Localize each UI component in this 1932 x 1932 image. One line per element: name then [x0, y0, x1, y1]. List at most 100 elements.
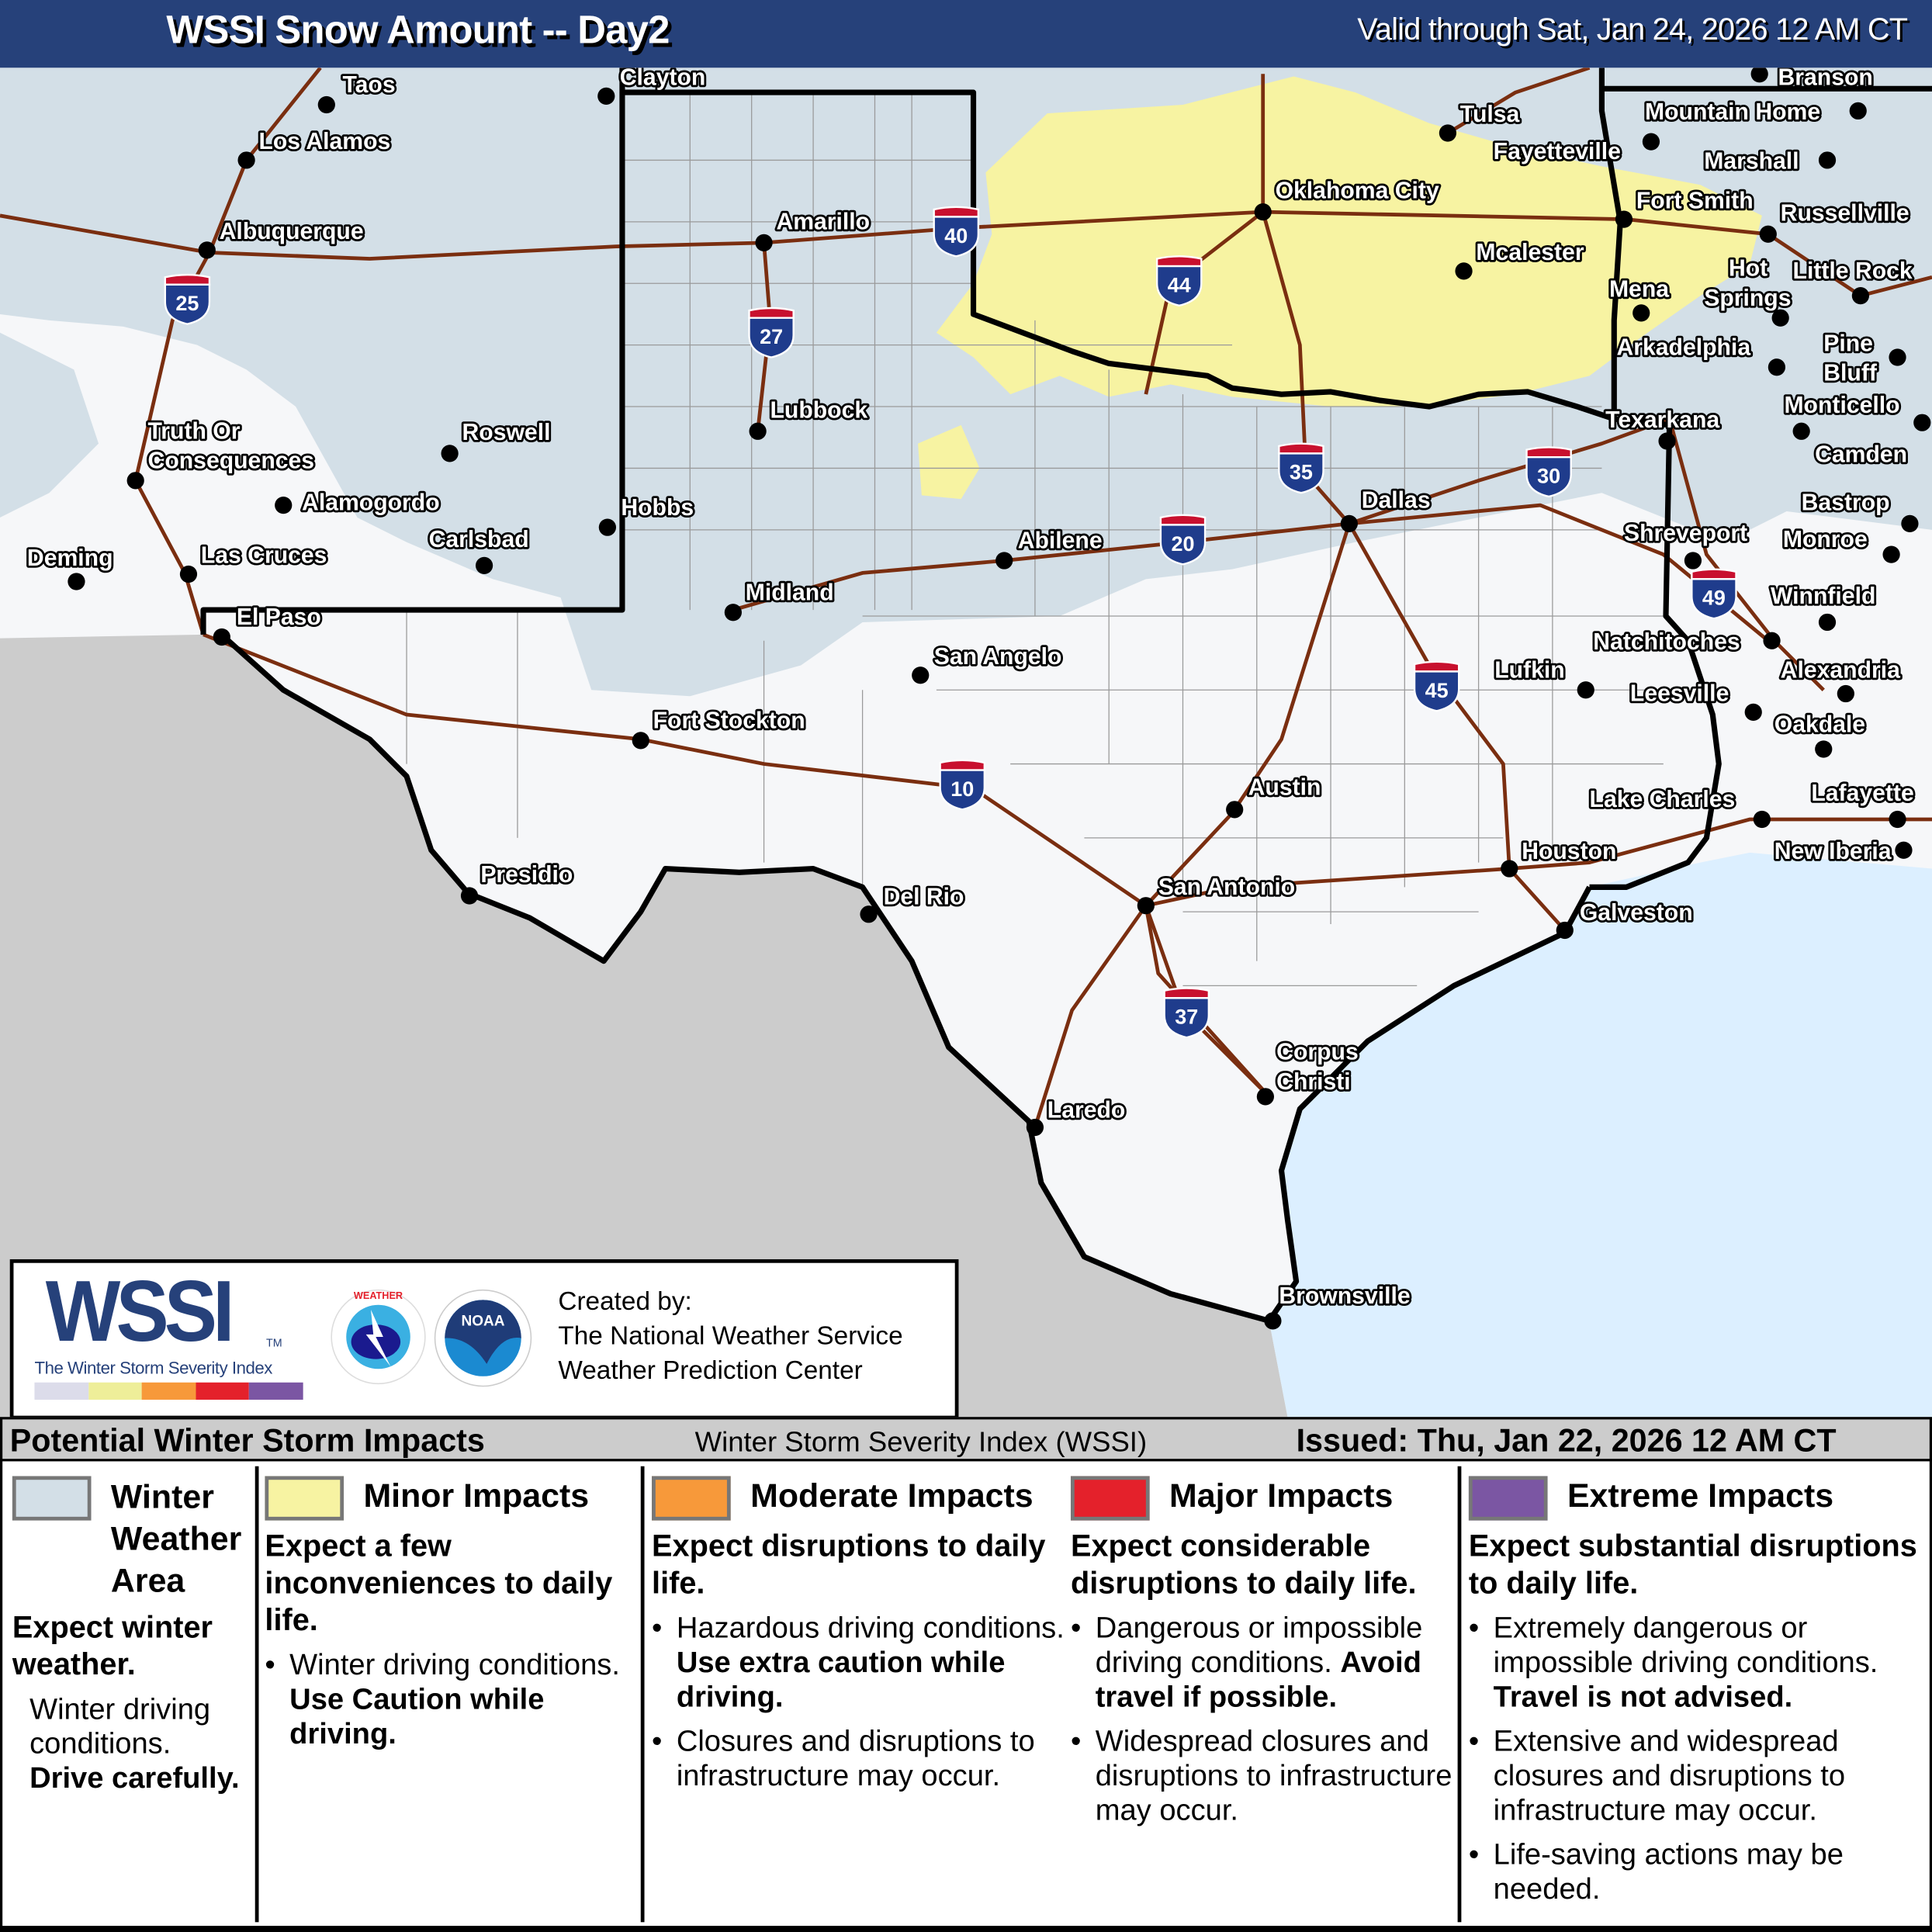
- city-natchitoches: Natchitoches: [1591, 627, 1781, 657]
- city-monticello: Monticello: [1782, 390, 1902, 440]
- severity-color-1: [88, 1382, 142, 1400]
- city-dot: [1256, 1088, 1275, 1106]
- city-dot: [1658, 432, 1676, 450]
- city-lake-charles: Lake Charles: [1587, 784, 1771, 829]
- city-dot: [126, 472, 144, 490]
- city-markers: Taos Clayton Los Alamos Albuquerque Amarillo…: [25, 68, 1931, 1330]
- interstate-35-shield-icon: 35: [1278, 442, 1324, 494]
- city-dot: [1792, 422, 1810, 440]
- city-label: Roswell: [462, 420, 551, 445]
- city-dallas: Dallas: [1340, 485, 1432, 533]
- city-dot: [1768, 358, 1786, 376]
- city-dot: [598, 518, 617, 536]
- interstate-37-shield-icon: 37: [1163, 987, 1210, 1039]
- city-label: Taos: [342, 72, 395, 98]
- svg-text:WEATHER: WEATHER: [354, 1290, 403, 1301]
- city-deming: Deming: [25, 543, 115, 590]
- svg-text:NOAA: NOAA: [461, 1314, 504, 1330]
- issued-time: Issued: Thu, Jan 22, 2026 12 AM CT: [1296, 1421, 1837, 1459]
- legend-title: Minor Impacts: [363, 1477, 590, 1515]
- city-label: Truth Or Consequences: [148, 418, 315, 473]
- legend-summary: Expect disruptions to daily life.: [652, 1529, 1046, 1601]
- city-dot: [1849, 102, 1867, 120]
- created-by: Created by: The National Weather Service…: [558, 1285, 902, 1388]
- interstate-27-shield-icon: 27: [748, 306, 795, 358]
- city-san-antonio: San Antonio: [1137, 872, 1297, 915]
- city-label: New Iberia: [1774, 839, 1892, 864]
- city-label: Albuquerque: [220, 219, 364, 244]
- city-dot: [1882, 545, 1900, 563]
- nws-logo: WEATHER: [331, 1289, 426, 1385]
- interstate-40-shield-icon: 40: [933, 206, 980, 258]
- city-dot: [1501, 860, 1518, 878]
- city-dot: [1264, 1312, 1282, 1330]
- legend-major-impacts: Major Impacts Expect considerable disrup…: [1070, 1476, 1452, 1828]
- city-marshall: Marshall: [1702, 147, 1837, 176]
- wssi-tagline: The Winter Storm Severity Index: [34, 1357, 272, 1378]
- city-dot: [1642, 133, 1660, 151]
- city-fort-stockton: Fort Stockton: [632, 706, 807, 750]
- city-label: Fort Stockton: [653, 708, 805, 734]
- city-brownsville: Brownsville: [1264, 1281, 1412, 1330]
- legend-header: Potential Winter Storm Impacts Winter St…: [0, 1417, 1932, 1462]
- interstate-number: 30: [1537, 464, 1560, 487]
- city-label: Little Rock: [1793, 258, 1913, 284]
- city-label: Monroe: [1783, 527, 1868, 552]
- interstate-44-shield-icon: 44: [1155, 255, 1203, 307]
- city-label: Dallas: [1362, 487, 1431, 513]
- county-lines: [406, 92, 1664, 987]
- city-amarillo: Amarillo: [755, 207, 872, 251]
- legend-bullet: Extensive and widespread closures and di…: [1469, 1725, 1927, 1828]
- legend-title: Winter Weather Area: [110, 1478, 242, 1600]
- city-laredo: Laredo: [1026, 1096, 1127, 1137]
- logo-box: WSSI TM The Winter Storm Severity Index …: [9, 1259, 959, 1420]
- interstate-shields: 25 27 40 44 35 30 20 49 45 10 37: [164, 206, 1737, 1039]
- city-hobbs: Hobbs: [598, 493, 696, 536]
- city-fort-smith: Fort Smith: [1615, 186, 1755, 228]
- legend-bullet: Closures and disruptions to infrastructu…: [652, 1725, 1066, 1794]
- city-fayetteville: Fayetteville: [1491, 133, 1660, 167]
- created-by-label: Created by:: [558, 1287, 692, 1316]
- city-dot: [1455, 262, 1473, 280]
- gulf-of-mexico: [1269, 852, 1932, 1418]
- city-mcalester: Mcalester: [1455, 237, 1587, 280]
- city-presidio: Presidio: [460, 860, 575, 905]
- extreme-swatch: [1468, 1476, 1548, 1521]
- city-label: Los Alamos: [258, 129, 390, 154]
- city-label: San Angelo: [934, 644, 1062, 670]
- city-arkadelphia: Arkadelphia: [1615, 333, 1786, 376]
- city-dot: [1556, 921, 1574, 940]
- legend-detail: Winter driving conditions. Drive carefull…: [29, 1692, 240, 1795]
- city-label: Clayton: [620, 68, 706, 90]
- city-dot: [755, 234, 773, 251]
- city-clayton: Clayton: [597, 68, 708, 105]
- legend-summary: Expect substantial disruptions to daily …: [1468, 1529, 1917, 1601]
- valid-time: Valid through Sat, Jan 24, 2026 12 AM CT: [1357, 12, 1908, 47]
- city-oklahoma-city: Oklahoma City: [1254, 176, 1442, 221]
- interstate-number: 25: [175, 292, 199, 315]
- legend-title: Extreme Impacts: [1567, 1477, 1834, 1515]
- city-roswell: Roswell: [441, 417, 552, 462]
- wssi-logo: WSSI: [45, 1262, 235, 1359]
- city-bastrop: Bastrop: [1799, 488, 1919, 533]
- city-dot: [68, 573, 85, 590]
- interstate-number: 27: [760, 325, 783, 348]
- city-texarkana: Texarkana: [1603, 405, 1722, 450]
- city-galveston: Galveston: [1556, 898, 1695, 940]
- city-label: Arkadelphia: [1616, 334, 1750, 360]
- legend-bullet: Dangerous or impossible driving conditio…: [1071, 1612, 1452, 1715]
- interstate-25-shield-icon: 25: [164, 273, 211, 325]
- city-dot: [1026, 1118, 1044, 1137]
- major-swatch: [1070, 1476, 1150, 1521]
- city-label: Carlsbad: [429, 527, 529, 552]
- city-dot: [860, 905, 878, 923]
- interstate-number: 49: [1702, 587, 1726, 610]
- city-dot: [1818, 151, 1837, 169]
- severity-color-2: [141, 1382, 196, 1400]
- city-dot: [749, 422, 767, 440]
- city-albuquerque: Albuquerque: [198, 216, 365, 259]
- legend-summary: Expect a few inconveniences to daily lif…: [265, 1529, 613, 1638]
- city-label: San Antonio: [1158, 874, 1295, 900]
- city-branson: Branson: [1750, 68, 1875, 92]
- city-mena: Mena: [1607, 275, 1671, 322]
